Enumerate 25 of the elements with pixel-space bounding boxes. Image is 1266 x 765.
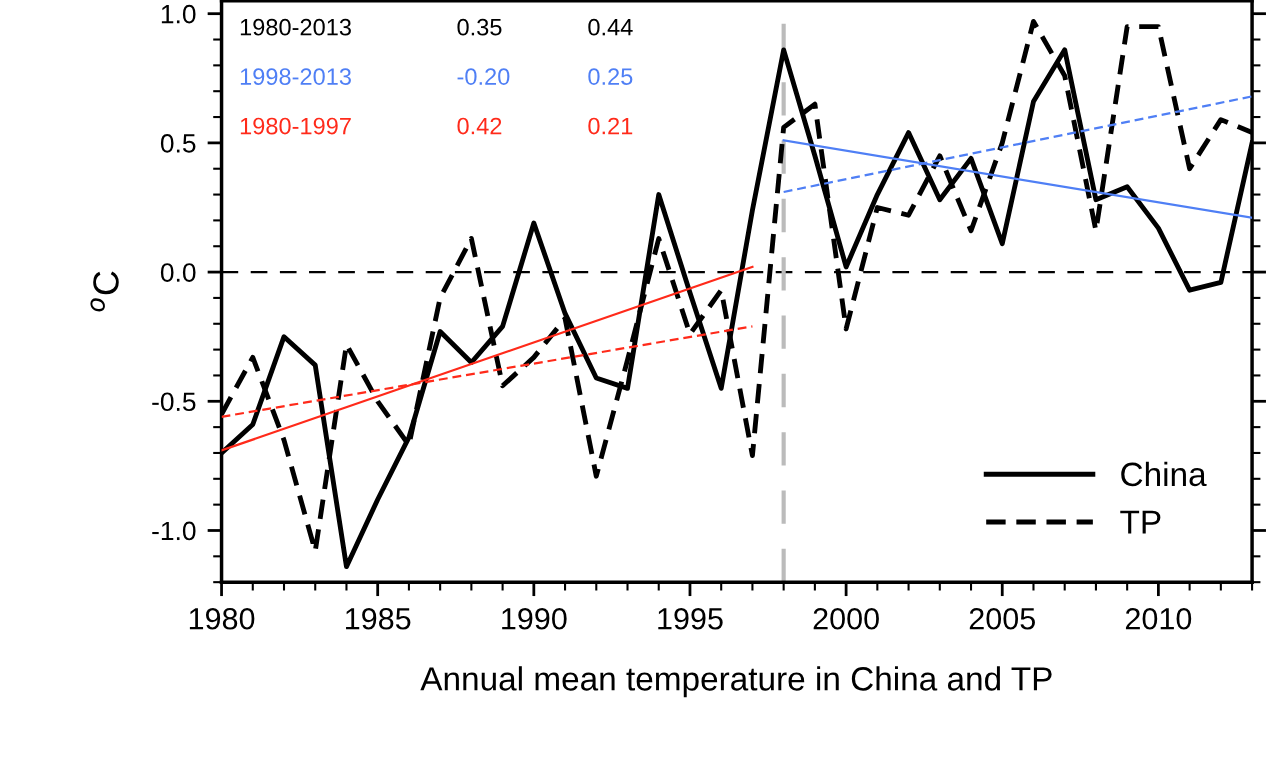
y-axis-title: $^{o}$C <box>90 271 119 312</box>
legend-label: China <box>1121 461 1207 487</box>
x-tick-label: 1995 <box>658 607 723 630</box>
annotation: 1998-2013 <box>240 68 351 85</box>
x-tick-label: 2005 <box>969 607 1035 630</box>
annotation: 0.25 <box>588 68 633 85</box>
annotation: 0.35 <box>457 18 502 36</box>
x-tick-label: 2000 <box>813 607 879 630</box>
annotation: 0.42 <box>457 117 502 135</box>
legend-label: TP <box>1120 510 1161 534</box>
y-tick-label: 0.5 <box>160 134 196 153</box>
x-tick-label: 1985 <box>346 607 411 630</box>
y-tick-label: 0.0 <box>160 263 196 282</box>
annotation: 1980-1997 <box>240 117 351 135</box>
x-tick-label: 1990 <box>502 607 567 630</box>
x-tick-label: 2010 <box>1125 607 1192 630</box>
x-tick-label: 1980 <box>189 607 255 630</box>
y-tick-label: -0.5 <box>152 392 196 412</box>
y-tick-label: -1.0 <box>152 521 196 541</box>
annotation: -0.20 <box>457 68 510 85</box>
x-axis-title: Annual mean temperature in China and TP <box>420 666 1052 698</box>
annotation: 0.44 <box>588 18 633 36</box>
annotation: 0.21 <box>588 117 633 135</box>
annotation: 1980-2013 <box>240 18 351 36</box>
y-tick-label: 1.0 <box>161 4 196 24</box>
